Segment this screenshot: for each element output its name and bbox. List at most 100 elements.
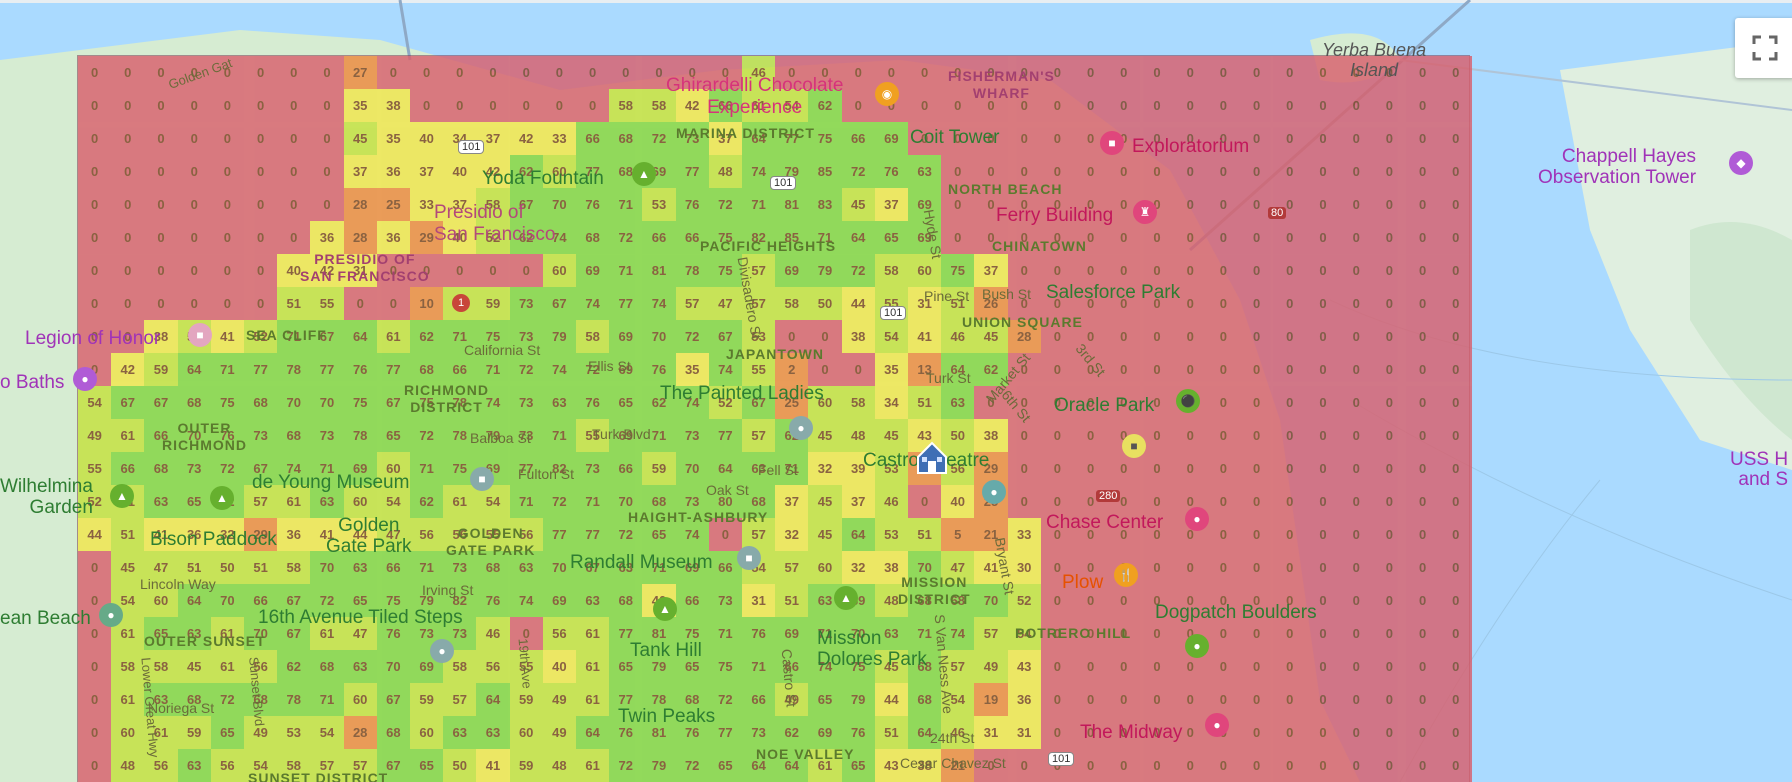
restaurant-pin-icon[interactable]: 🍴 xyxy=(1114,563,1138,587)
heatmap-cell: 37 xyxy=(343,155,377,188)
heatmap-cell: 68 xyxy=(244,683,278,716)
heatmap-cell: 0 xyxy=(1372,650,1406,683)
heatmap-cell: 66 xyxy=(111,452,145,485)
fullscreen-button[interactable] xyxy=(1735,18,1792,78)
heatmap-cell: 39 xyxy=(841,452,875,485)
heatmap-cell: 0 xyxy=(144,221,178,254)
heatmap-cell: 45 xyxy=(874,419,908,452)
heatmap-cell: 0 xyxy=(1007,254,1041,287)
heatmap-cell: 58 xyxy=(476,188,510,221)
heatmap-cell: 53 xyxy=(874,518,908,551)
heatmap-cell: 0 xyxy=(1372,584,1406,617)
heatmap-cell: 51 xyxy=(908,386,942,419)
garden-pin-icon[interactable]: ▲ xyxy=(110,484,134,508)
museum-pin-icon[interactable]: ■ xyxy=(737,546,761,570)
heatmap-cell: 0 xyxy=(78,320,112,353)
label-mission-district: MISSION DISTRICT xyxy=(898,574,971,607)
heatmap-cell: 46 xyxy=(476,617,510,650)
landmark-pin-icon[interactable]: ● xyxy=(430,639,454,663)
heatmap-cell: 55 xyxy=(476,518,510,551)
label-yerba-buena: Yerba Buena Island xyxy=(1322,40,1427,80)
heatmap-cell: 0 xyxy=(1439,188,1473,221)
heatmap-cell: 0 xyxy=(1040,254,1074,287)
heatmap-cell: 76 xyxy=(841,716,875,749)
heatmap-cell: 68 xyxy=(244,386,278,419)
heatmap-cell: 32 xyxy=(775,518,809,551)
label-plow: Plow xyxy=(1062,572,1104,593)
heatmap-cell: 0 xyxy=(1074,287,1108,320)
heatmap-cell: 46 xyxy=(941,320,975,353)
landmark-pin-icon[interactable]: ● xyxy=(789,416,813,440)
heatmap-cell: 0 xyxy=(144,56,178,89)
candy-store-pin-icon[interactable]: ◉ xyxy=(875,82,899,106)
heatmap-cell: 62 xyxy=(808,89,842,122)
heatmap-cell: 62 xyxy=(509,155,543,188)
heatmap-cell: 0 xyxy=(1107,353,1141,386)
heatmap-cell: 79 xyxy=(642,749,676,782)
heatmap-cell: 79 xyxy=(476,419,510,452)
heatmap-cell: 0 xyxy=(277,122,311,155)
landmark-pin-icon[interactable]: ♜ xyxy=(1133,200,1157,224)
heatmap-cell: 68 xyxy=(476,551,510,584)
heatmap-cell: 0 xyxy=(1306,452,1340,485)
heatmap-cell: 67 xyxy=(244,452,278,485)
heatmap-cell: 42 xyxy=(509,122,543,155)
heatmap-cell: 0 xyxy=(1206,221,1240,254)
landmark-pin-icon[interactable]: ◆ xyxy=(1729,151,1753,175)
heatmap-cell: 75 xyxy=(675,617,709,650)
heatmap-cell: 57 xyxy=(775,551,809,584)
heatmap-cell: 0 xyxy=(1339,485,1373,518)
heatmap-cell: 59 xyxy=(144,353,178,386)
museum-pin-icon[interactable]: ■ xyxy=(1100,131,1124,155)
heatmap-cell: 65 xyxy=(177,485,211,518)
heatmap-cell: 0 xyxy=(244,254,278,287)
heatmap-cell: 66 xyxy=(609,452,643,485)
heatmap-cell: 71 xyxy=(808,221,842,254)
park-pin-icon[interactable]: ▲ xyxy=(210,486,234,510)
heatmap-cell: 0 xyxy=(1173,452,1207,485)
museum-pin-icon[interactable]: ■ xyxy=(470,467,494,491)
heatmap-cell: 70 xyxy=(841,617,875,650)
park-pin-icon[interactable]: ▲ xyxy=(834,586,858,610)
heatmap-cell: 60 xyxy=(509,716,543,749)
heatmap-cell: 67 xyxy=(509,188,543,221)
heatmap-cell: 72 xyxy=(310,584,344,617)
heatmap-cell: 0 xyxy=(1107,254,1141,287)
house-marker-icon[interactable] xyxy=(912,437,952,482)
heatmap-cell: 0 xyxy=(1040,188,1074,221)
transit-pin-icon[interactable]: ■ xyxy=(1122,434,1146,458)
label-24th-st: 24th St xyxy=(930,730,975,746)
heatmap-cell: 0 xyxy=(1040,485,1074,518)
beach-pin-icon[interactable]: ● xyxy=(99,603,123,627)
museum-pin-icon[interactable]: ■ xyxy=(188,323,212,347)
heatmap-cell: 0 xyxy=(1273,89,1307,122)
heatmap-cell: 0 xyxy=(177,188,211,221)
heatmap-cell: 64 xyxy=(841,221,875,254)
heatmap-cell: 70 xyxy=(277,386,311,419)
arena-pin-icon[interactable]: ● xyxy=(1185,507,1209,531)
label-sea-cliff: SEA CLIFF xyxy=(246,327,327,343)
heatmap-cell: 0 xyxy=(78,650,112,683)
heatmap-cell: 0 xyxy=(1372,485,1406,518)
heatmap-cell: 25 xyxy=(775,386,809,419)
heatmap-cell: 55 xyxy=(509,650,543,683)
theatre-pin-icon[interactable]: ● xyxy=(982,480,1006,504)
stadium-pin-icon[interactable]: ⚫ xyxy=(1176,389,1200,413)
historic-pin-icon[interactable]: ● xyxy=(73,367,97,391)
heatmap-cell: 66 xyxy=(675,221,709,254)
label-wilhelmina-garden: Wilhelmina Garden xyxy=(0,476,93,518)
heatmap-cell: 0 xyxy=(974,386,1008,419)
heatmap-cell: 42 xyxy=(111,353,145,386)
heatmap-cell: 0 xyxy=(1107,320,1141,353)
park-pin-icon[interactable]: ▲ xyxy=(632,162,656,186)
heatmap-cell: 0 xyxy=(1107,287,1141,320)
heatmap-cell: 0 xyxy=(1306,749,1340,782)
heatmap-cell: 69 xyxy=(775,617,809,650)
heatmap-cell: 65 xyxy=(609,650,643,683)
climbing-pin-icon[interactable]: ● xyxy=(1185,634,1209,658)
heatmap-cell: 36 xyxy=(277,518,311,551)
park-pin-icon[interactable]: ▲ xyxy=(653,597,677,621)
venue-pin-icon[interactable]: ● xyxy=(1205,713,1229,737)
heatmap-cell: 49 xyxy=(542,683,576,716)
